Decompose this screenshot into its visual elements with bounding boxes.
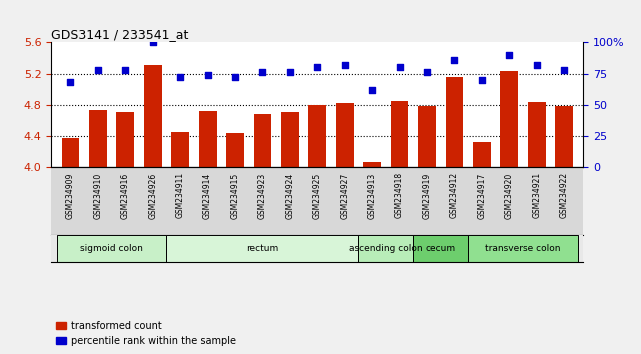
Bar (501, 71, 518, 167)
Bar (336, 103, 354, 167)
Text: GSM234913: GSM234913 (368, 172, 377, 219)
Point (230, 74, 240, 80)
Bar (413, 235, 468, 262)
Bar (308, 105, 326, 167)
Text: transverse colon: transverse colon (485, 244, 561, 253)
Bar (226, 133, 244, 167)
Bar (390, 101, 408, 167)
Text: GSM234916: GSM234916 (121, 172, 130, 219)
Text: GSM234921: GSM234921 (532, 172, 541, 218)
Bar (473, 142, 491, 167)
Text: GDS3141 / 233541_at: GDS3141 / 233541_at (51, 28, 188, 41)
Text: GSM234912: GSM234912 (450, 172, 459, 218)
Bar (555, 106, 573, 167)
Point (203, 72, 213, 78)
Text: GSM234915: GSM234915 (231, 172, 240, 219)
Text: GSM234910: GSM234910 (94, 172, 103, 219)
Text: ascending colon: ascending colon (349, 244, 422, 253)
Text: GSM234911: GSM234911 (176, 172, 185, 218)
Point (531, 62, 542, 68)
Bar (281, 113, 299, 167)
Point (394, 64, 404, 70)
Point (65, 79, 76, 85)
Point (340, 62, 350, 68)
Text: GSM234925: GSM234925 (313, 172, 322, 219)
Bar (445, 78, 463, 167)
Point (285, 69, 295, 75)
Bar (199, 111, 217, 167)
Point (504, 52, 514, 58)
Point (559, 67, 569, 73)
Point (147, 40, 158, 45)
Point (312, 64, 322, 70)
Point (93, 67, 103, 73)
Text: GSM234926: GSM234926 (148, 172, 157, 219)
Bar (62, 138, 79, 167)
Bar (358, 235, 413, 262)
Bar (117, 113, 134, 167)
Bar (363, 162, 381, 167)
Text: GSM234914: GSM234914 (203, 172, 212, 219)
Text: GSM234924: GSM234924 (285, 172, 294, 219)
Point (175, 74, 185, 80)
Bar (418, 106, 436, 167)
Text: GSM234918: GSM234918 (395, 172, 404, 218)
Point (477, 77, 487, 82)
Point (449, 57, 460, 63)
Text: sigmoid colon: sigmoid colon (80, 244, 143, 253)
Bar (167, 235, 358, 262)
Point (422, 69, 432, 75)
Legend: transformed count, percentile rank within the sample: transformed count, percentile rank withi… (56, 321, 236, 346)
Point (121, 67, 131, 73)
Text: GSM234922: GSM234922 (560, 172, 569, 218)
Bar (171, 132, 189, 167)
Point (367, 87, 378, 93)
Bar (254, 114, 271, 167)
Text: rectum: rectum (246, 244, 279, 253)
Point (257, 69, 267, 75)
Text: GSM234923: GSM234923 (258, 172, 267, 219)
Bar (89, 110, 107, 167)
Text: GSM234909: GSM234909 (66, 172, 75, 219)
Bar (57, 235, 167, 262)
Text: GSM234927: GSM234927 (340, 172, 349, 219)
Text: GSM234919: GSM234919 (422, 172, 431, 219)
Bar (528, 102, 545, 167)
Text: GSM234917: GSM234917 (478, 172, 487, 219)
Bar (144, 65, 162, 167)
Text: cecum: cecum (426, 244, 456, 253)
Text: GSM234920: GSM234920 (504, 172, 514, 219)
Bar (468, 235, 578, 262)
